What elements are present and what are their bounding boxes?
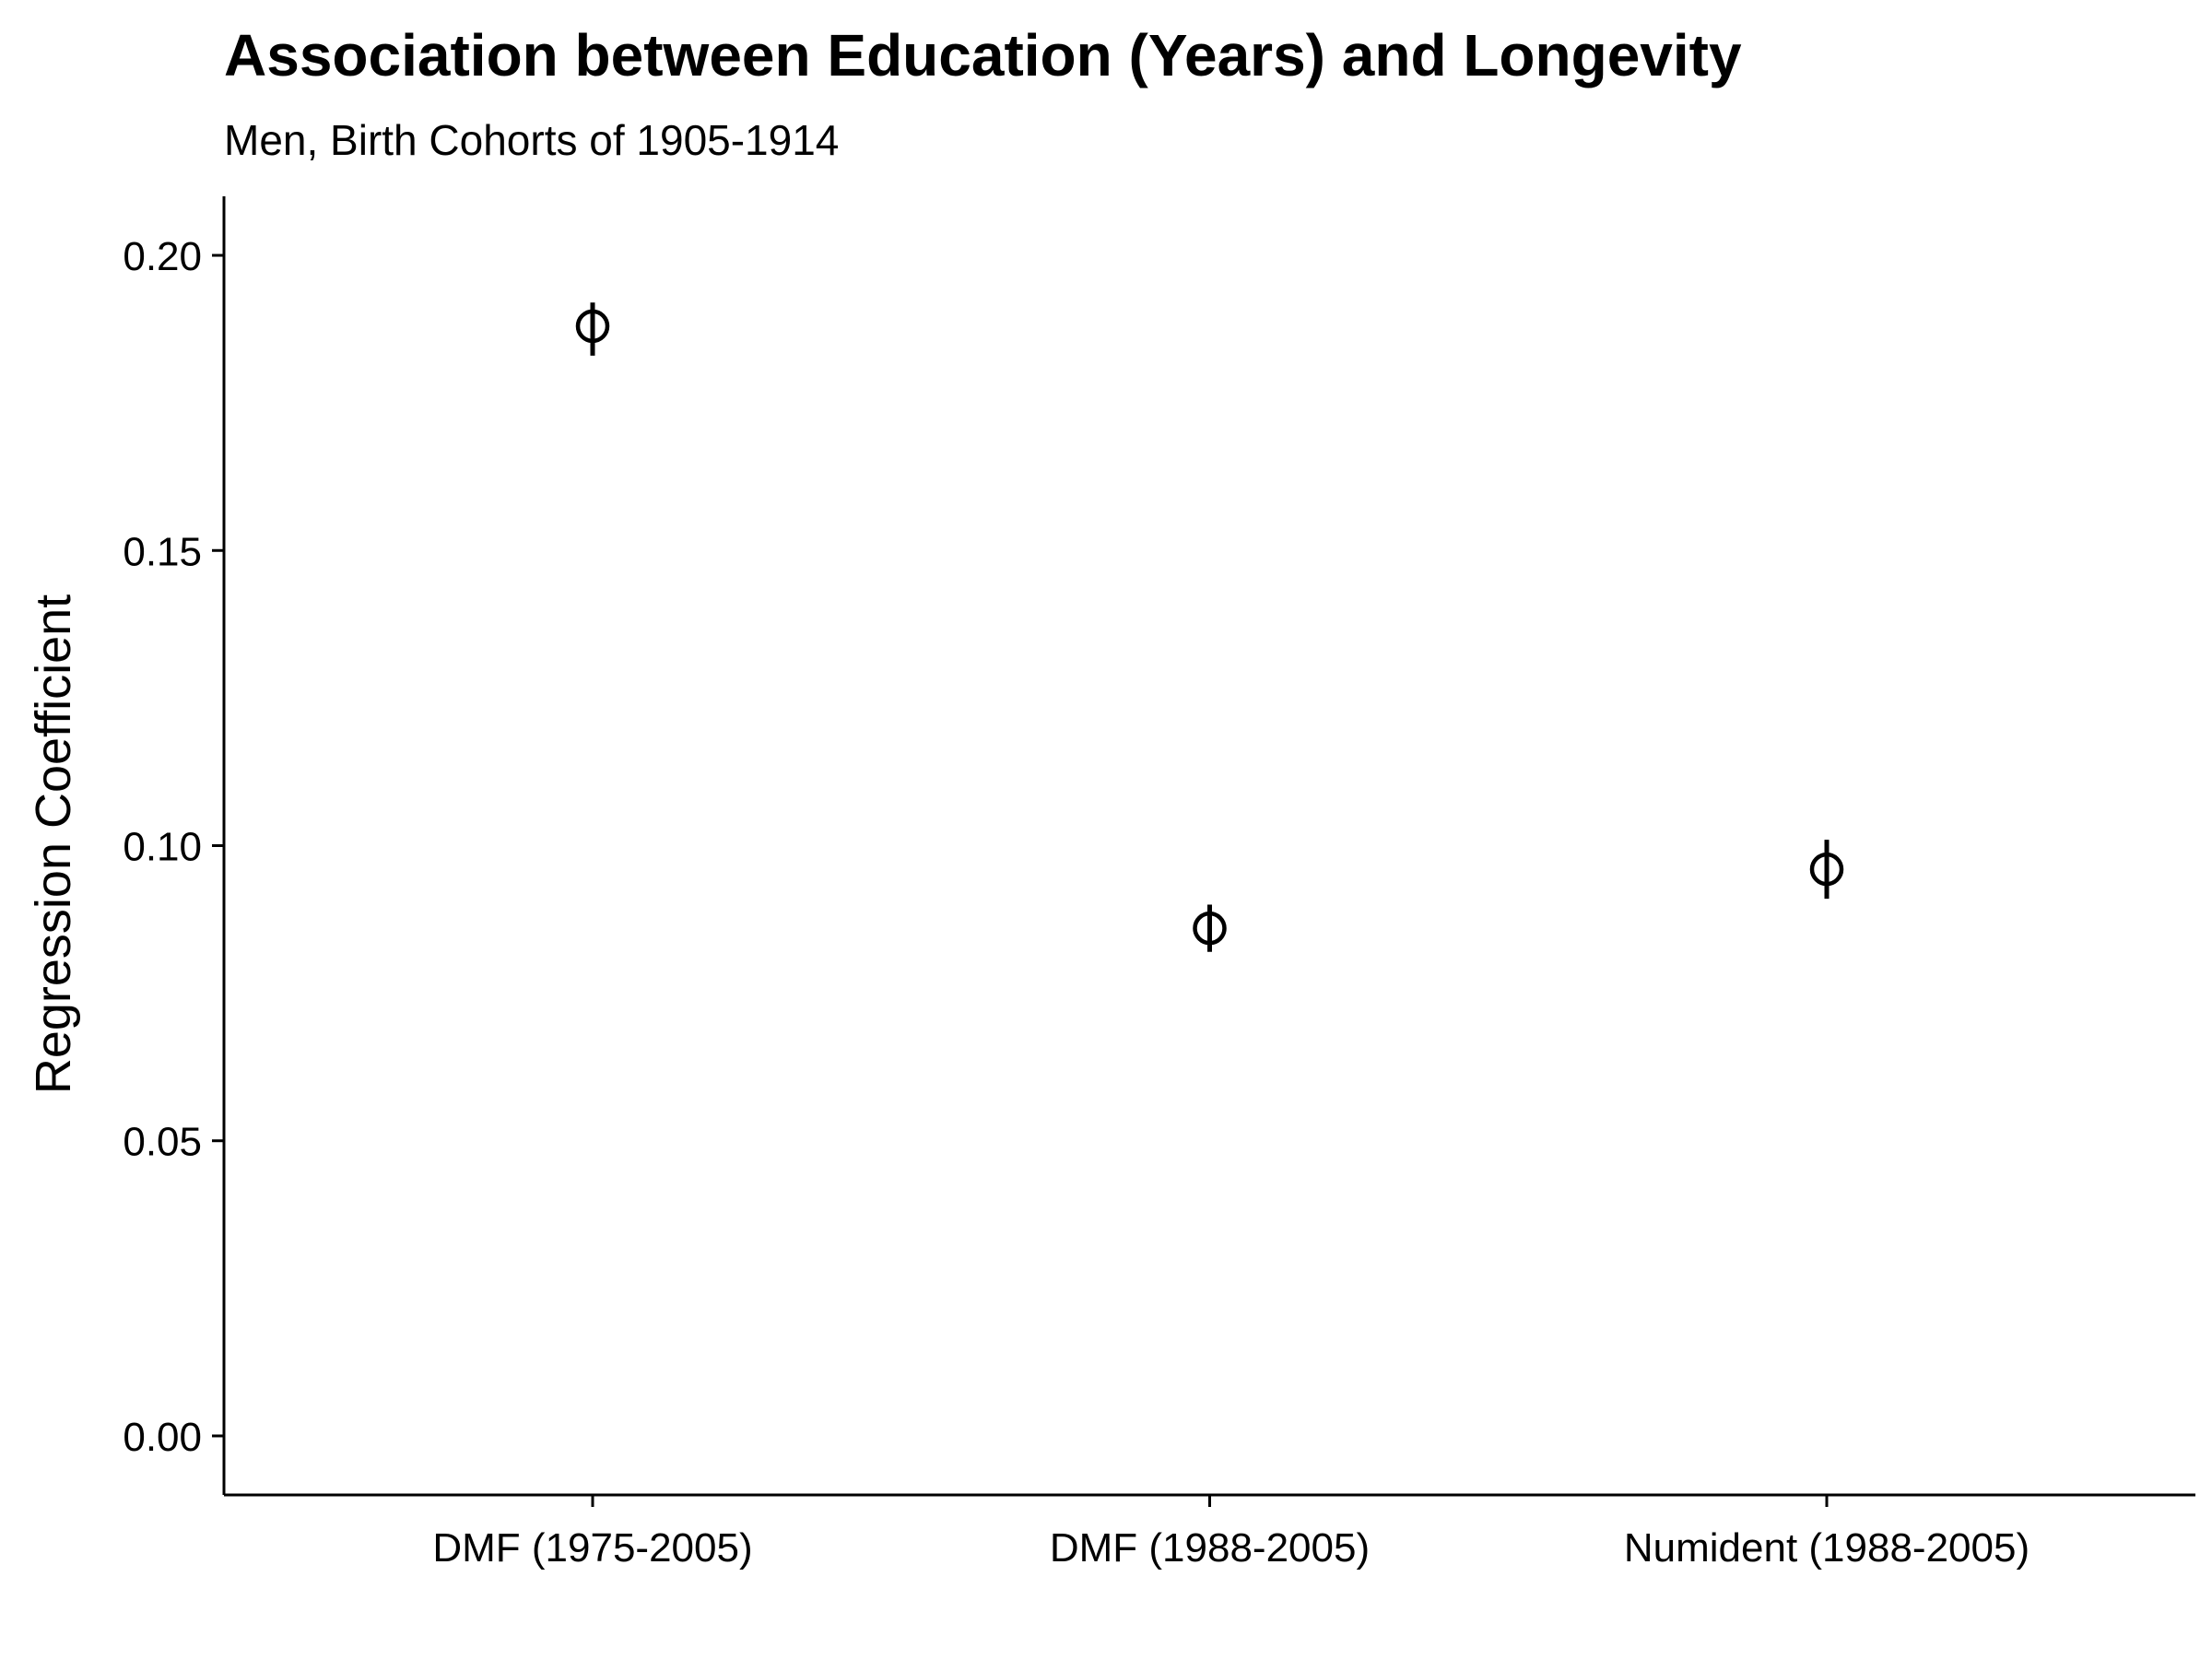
data-points — [575, 302, 1844, 952]
data-point — [1193, 904, 1227, 952]
point-marker — [1809, 852, 1844, 887]
data-point — [575, 302, 610, 356]
y-tick-label: 0.15 — [123, 529, 202, 574]
data-point — [1809, 840, 1844, 900]
x-tick-label: Numident (1988-2005) — [1624, 1525, 2030, 1571]
point-marker — [575, 309, 610, 344]
y-tick-label: 0.00 — [123, 1415, 202, 1460]
y-axis: 0.00 0.05 0.10 0.15 0.20 — [123, 196, 226, 1495]
x-tick-label: DMF (1988-2005) — [1050, 1525, 1370, 1571]
y-tick-label: 0.20 — [123, 234, 202, 279]
y-axis-label: Regression Coefficient — [26, 594, 81, 1094]
y-tick-label: 0.05 — [123, 1120, 202, 1165]
y-tick-label: 0.10 — [123, 825, 202, 870]
chart-title: Association between Education (Years) an… — [224, 22, 1742, 88]
x-axis: DMF (1975-2005) DMF (1988-2005) Numident (… — [224, 1493, 2195, 1571]
point-marker — [1193, 911, 1227, 946]
chart-subtitle: Men, Birth Cohorts of 1905-1914 — [224, 116, 839, 164]
x-tick-label: DMF (1975-2005) — [432, 1525, 752, 1571]
